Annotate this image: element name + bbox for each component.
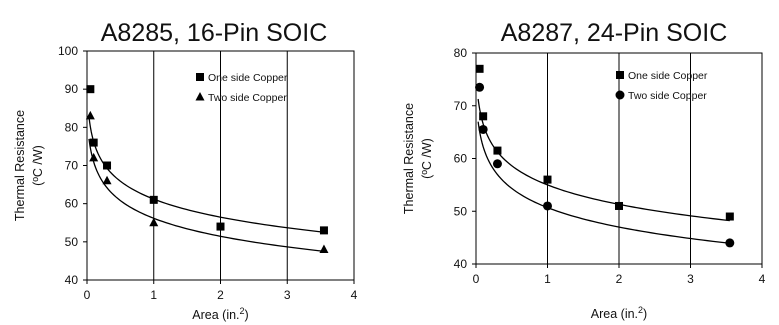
legend-marker xyxy=(616,71,624,79)
legend-marker xyxy=(615,90,625,100)
y-axis-label-line-1: Thermal Resistance xyxy=(402,103,416,214)
x-tick-label: 1 xyxy=(544,272,551,286)
chart-title: A8287, 24-Pin SOIC xyxy=(501,19,728,47)
x-tick-label: 3 xyxy=(284,288,291,302)
legend-label: Two side Copper xyxy=(628,90,707,102)
data-point-series-1 xyxy=(89,152,99,162)
data-point-series-0 xyxy=(216,222,225,231)
data-point-series-1 xyxy=(475,82,485,92)
data-point-series-1 xyxy=(85,110,95,120)
data-point-series-1 xyxy=(478,124,488,134)
x-axis-label: Area (in.2) xyxy=(192,306,248,322)
fit-curve-1 xyxy=(88,138,325,252)
y-axis-label-line-2: (ºC /W) xyxy=(31,145,45,186)
y-tick-label: 40 xyxy=(454,257,468,271)
legend-label: One side Copper xyxy=(208,72,288,84)
x-tick-label: 3 xyxy=(687,272,694,286)
y-tick-label: 80 xyxy=(65,120,79,134)
data-point-series-0 xyxy=(86,85,95,94)
x-tick-label: 0 xyxy=(473,272,480,286)
fit-curve-0 xyxy=(88,116,325,233)
y-tick-label: 60 xyxy=(454,152,468,166)
chart-title: A8285, 16-Pin SOIC xyxy=(101,19,328,47)
data-point-series-1 xyxy=(492,159,502,169)
data-point-series-0 xyxy=(103,161,112,170)
chart-a8287: A8287, 24-Pin SOIC 40 50 60 70 80 0 1 2 3 4 Therm… xyxy=(402,19,766,321)
data-point-series-0 xyxy=(89,138,98,147)
data-point-series-1 xyxy=(543,201,552,211)
data-point-series-0 xyxy=(615,201,623,210)
data-point-series-0 xyxy=(149,195,158,204)
data-point-series-0 xyxy=(725,212,734,221)
data-point-series-1 xyxy=(725,238,735,248)
y-tick-label: 80 xyxy=(454,46,468,60)
data-point-series-0 xyxy=(543,175,552,184)
y-tick-label: 60 xyxy=(65,197,79,211)
x-tick-label: 4 xyxy=(759,272,766,286)
y-tick-label: 90 xyxy=(65,82,79,96)
legend: One side Copper Two side Copper xyxy=(195,72,288,104)
data-point-series-1 xyxy=(102,175,112,185)
data-point-series-0 xyxy=(475,64,484,73)
fit-curve-0 xyxy=(477,98,730,222)
legend-label: One side Copper xyxy=(628,70,708,82)
x-tick-label: 2 xyxy=(217,288,224,302)
data-point-series-0 xyxy=(479,112,488,121)
data-point-series-0 xyxy=(319,226,328,235)
y-tick-label: 40 xyxy=(65,273,79,287)
data-point-series-1 xyxy=(149,217,159,227)
y-tick-label: 70 xyxy=(454,99,468,113)
y-tick-label: 100 xyxy=(58,44,78,58)
legend: One side Copper Two side Copper xyxy=(615,70,708,102)
x-tick-label: 2 xyxy=(616,272,623,286)
y-tick-label: 70 xyxy=(65,159,79,173)
y-tick-label: 50 xyxy=(65,235,79,249)
data-point-series-0 xyxy=(493,146,502,155)
fit-curve-1 xyxy=(477,121,730,244)
legend-marker xyxy=(195,92,205,101)
x-tick-label: 0 xyxy=(84,288,91,302)
y-tick-label: 50 xyxy=(454,204,468,218)
y-axis-label-line-2: (ºC /W) xyxy=(420,138,434,179)
data-point-series-1 xyxy=(319,244,329,253)
x-axis-label: Area (in.2) xyxy=(591,305,647,321)
legend-marker xyxy=(196,73,204,81)
y-axis-label-line-1: Thermal Resistance xyxy=(13,110,27,221)
x-tick-label: 4 xyxy=(351,288,358,302)
legend-label: Two side Copper xyxy=(208,92,287,104)
x-tick-label: 1 xyxy=(150,288,157,302)
